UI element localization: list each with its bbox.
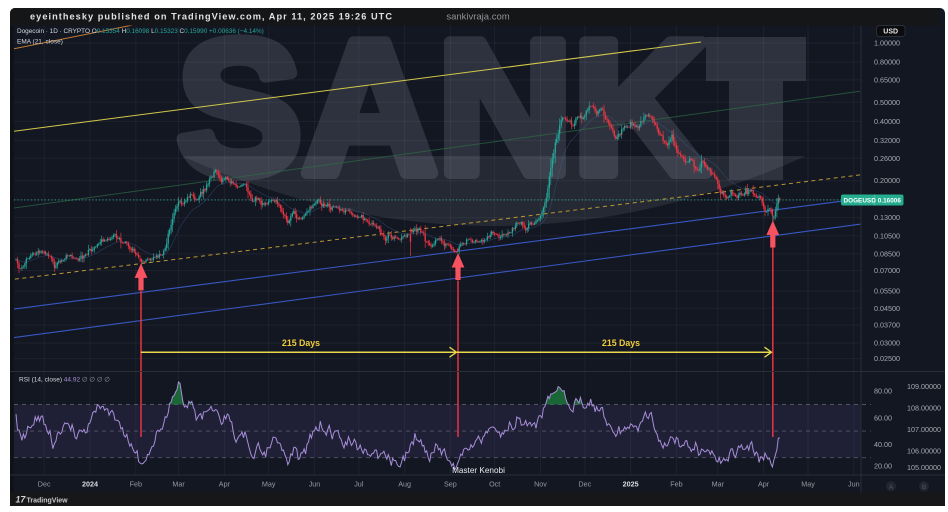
- svg-text:USD: USD: [883, 29, 898, 36]
- svg-text:0.04500: 0.04500: [874, 304, 900, 313]
- svg-text:Mar: Mar: [172, 480, 185, 489]
- svg-text:sankivraja.com: sankivraja.com: [446, 12, 509, 23]
- svg-text:RSI (14, close) 44.92 ∅ ∅ ∅ ∅: RSI (14, close) 44.92 ∅ ∅ ∅ ∅: [19, 377, 110, 384]
- svg-text:0.20000: 0.20000: [874, 176, 900, 185]
- svg-text:80.00: 80.00: [874, 387, 892, 396]
- svg-text:0.13000: 0.13000: [874, 213, 900, 222]
- svg-text:0.02500: 0.02500: [874, 354, 900, 363]
- svg-text:2025: 2025: [623, 480, 639, 489]
- svg-text:Mar: Mar: [712, 480, 725, 489]
- svg-text:0.08500: 0.08500: [874, 249, 900, 258]
- svg-text:0.32000: 0.32000: [874, 136, 900, 145]
- svg-text:109.00000: 109.00000: [907, 382, 941, 391]
- svg-text:Feb: Feb: [130, 480, 142, 489]
- svg-text:108.00000: 108.00000: [907, 404, 941, 413]
- svg-text:0.03700: 0.03700: [874, 321, 900, 330]
- svg-text:1.00000: 1.00000: [874, 39, 900, 48]
- svg-text:Sep: Sep: [444, 480, 457, 489]
- svg-text:215 Days: 215 Days: [602, 338, 640, 348]
- svg-text:DOGEUSD: DOGEUSD: [844, 198, 877, 205]
- svg-text:105.00000: 105.00000: [907, 463, 941, 472]
- svg-text:20.00: 20.00: [874, 462, 892, 471]
- svg-text:60.00: 60.00: [874, 413, 892, 422]
- svg-text:40.00: 40.00: [874, 440, 892, 449]
- svg-text:EMA (21, close): EMA (21, close): [17, 39, 63, 46]
- svg-text:107.00000: 107.00000: [907, 425, 941, 434]
- svg-text:215 Days: 215 Days: [282, 338, 320, 348]
- svg-text:Jun: Jun: [309, 480, 321, 489]
- svg-text:0.07000: 0.07000: [874, 266, 900, 275]
- svg-text:0.05500: 0.05500: [874, 287, 900, 296]
- svg-text:Feb: Feb: [670, 480, 682, 489]
- svg-text:Apr: Apr: [219, 480, 231, 489]
- svg-text:2024: 2024: [82, 480, 98, 489]
- svg-text:SANK: SANK: [177, 2, 708, 214]
- svg-text:Dec: Dec: [38, 480, 51, 489]
- svg-text:Jun: Jun: [848, 480, 860, 489]
- svg-text:0.40000: 0.40000: [874, 117, 900, 126]
- svg-text:Oct: Oct: [489, 480, 500, 489]
- svg-text:Dogecoin · 1D · CRYPTO O0.153: Dogecoin · 1D · CRYPTO O0.15354 H0.16098…: [17, 28, 264, 35]
- svg-text:A: A: [889, 484, 894, 491]
- svg-text:17: 17: [16, 495, 27, 505]
- svg-text:0.50000: 0.50000: [874, 98, 900, 107]
- svg-text:0.65000: 0.65000: [874, 75, 900, 84]
- svg-text:Aug: Aug: [398, 480, 411, 489]
- svg-text:Nov: Nov: [534, 480, 547, 489]
- svg-text:Apr: Apr: [758, 480, 770, 489]
- svg-text:B: B: [922, 484, 926, 491]
- svg-text:May: May: [801, 480, 815, 489]
- svg-text:0.16006: 0.16006: [878, 198, 902, 205]
- svg-text:TradingView: TradingView: [27, 497, 69, 504]
- svg-text:Master Kenobi: Master Kenobi: [452, 466, 505, 475]
- svg-text:0.10500: 0.10500: [874, 231, 900, 240]
- svg-text:106.00000: 106.00000: [907, 447, 941, 456]
- svg-text:Jul: Jul: [354, 480, 364, 489]
- svg-text:Dec: Dec: [578, 480, 591, 489]
- svg-text:0.03000: 0.03000: [874, 339, 900, 348]
- svg-text:May: May: [262, 480, 276, 489]
- svg-text:0.80000: 0.80000: [874, 58, 900, 67]
- svg-text:0.26000: 0.26000: [874, 154, 900, 163]
- svg-text:eyeinthesky published on Tradi: eyeinthesky published on TradingView.com…: [30, 12, 393, 22]
